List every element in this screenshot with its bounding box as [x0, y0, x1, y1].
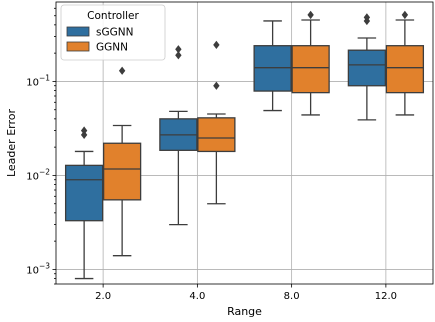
iqr-box: [385, 45, 425, 94]
outlier-marker: [307, 10, 314, 20]
x-axis-label: Range: [227, 305, 262, 318]
legend-swatch-sGGNN: [66, 26, 90, 37]
iqr-box: [102, 142, 142, 201]
y-axis-label: Leader Error: [5, 109, 18, 178]
legend-swatch-GGNN: [66, 41, 90, 52]
outlier-marker: [118, 66, 126, 75]
box-GGNN-4.0: [197, 40, 236, 205]
y-tick-label: 10−2: [26, 167, 50, 182]
x-tick-label: 4.0: [189, 291, 205, 302]
outlier-marker: [175, 51, 182, 60]
iqr-box: [197, 117, 236, 153]
x-axis-ticks: 2.0 4.0 8.0 12.0: [95, 284, 397, 302]
legend-label-sGGNN: sGGNN: [96, 27, 133, 39]
box-GGNN-8.0: [291, 10, 330, 116]
outlier-marker: [213, 40, 220, 50]
plot-frame: [55, 1, 434, 285]
iqr-box: [253, 45, 292, 92]
box-sGGNN-8.0: [253, 20, 292, 112]
y-axis-ticks: 10−3 10−2 10−1: [26, 7, 56, 285]
box-GGNN-2.0: [102, 66, 142, 257]
x-tick-label: 8.0: [284, 291, 300, 302]
box-sGGNN-2.0: [64, 126, 104, 280]
box-sGGNN-4.0: [159, 45, 198, 226]
box-GGNN-12.0: [385, 10, 425, 116]
y-tick-label: 10−1: [26, 73, 50, 88]
legend-label-GGNN: GGNN: [96, 42, 128, 54]
box-sGGNN-12.0: [347, 13, 387, 121]
outlier-marker: [213, 81, 220, 90]
y-tick-label: 10−3: [26, 261, 50, 276]
iqr-box: [347, 49, 387, 87]
outlier-marker: [401, 10, 409, 20]
outlier-marker: [80, 126, 88, 135]
legend-title: Controller: [87, 10, 139, 22]
outlier-marker: [363, 13, 371, 22]
outlier-marker: [175, 45, 182, 54]
x-tick-label: 12.0: [375, 291, 397, 302]
legend: Controller sGGNN GGNN: [60, 4, 166, 61]
outlier-marker: [80, 130, 88, 140]
box-groups: [64, 10, 425, 280]
iqr-box: [291, 45, 330, 94]
x-tick-label: 2.0: [95, 291, 111, 302]
iqr-box: [64, 164, 104, 222]
